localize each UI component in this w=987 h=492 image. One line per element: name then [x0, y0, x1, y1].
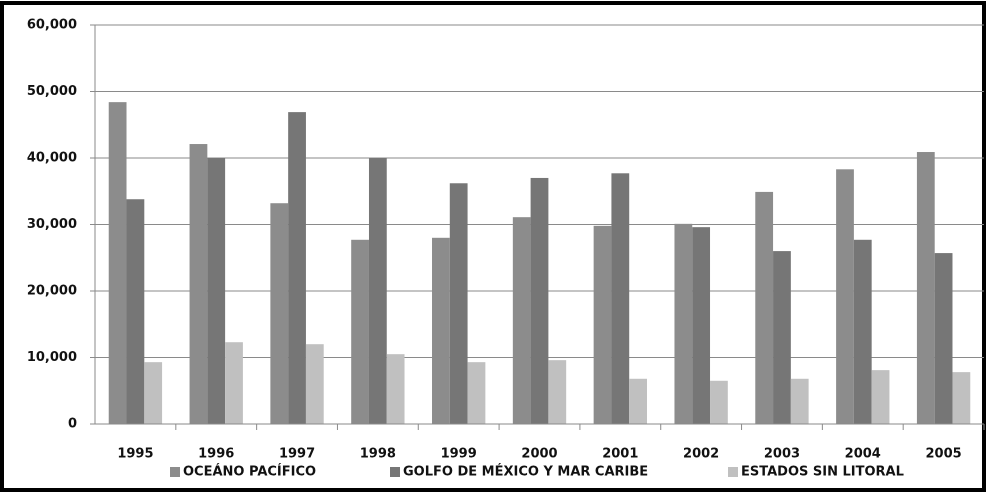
y-tick-label: 30,000 — [27, 217, 77, 232]
bar — [853, 239, 872, 424]
y-tick-label: 20,000 — [27, 284, 77, 299]
bar — [548, 360, 567, 424]
bar — [611, 173, 630, 424]
x-tick-label: 1996 — [198, 447, 234, 462]
legend-label: GOLFO DE MÉXICO Y MAR CARIBE — [403, 464, 648, 480]
bar — [790, 378, 809, 424]
bar — [351, 239, 369, 424]
y-tick-label: 10,000 — [27, 350, 77, 365]
x-tick-label: 2000 — [521, 447, 557, 462]
bar — [386, 354, 405, 424]
bar — [144, 362, 163, 424]
x-tick-label: 1998 — [360, 447, 396, 462]
bar — [629, 378, 647, 424]
x-tick-label: 1999 — [441, 447, 477, 462]
legend-swatch — [390, 467, 400, 477]
y-tick-label: 50,000 — [27, 84, 77, 99]
x-tick-label: 1997 — [279, 447, 315, 462]
bar — [207, 158, 226, 424]
bar — [952, 372, 971, 424]
bar — [432, 237, 450, 424]
legend-label: OCEÁNO PACÍFICO — [183, 464, 316, 480]
bar — [449, 183, 468, 424]
x-tick-label: 2004 — [845, 447, 881, 462]
y-tick-label: 40,000 — [27, 151, 77, 166]
bar — [467, 362, 486, 424]
bar — [674, 223, 693, 424]
bar — [512, 217, 531, 424]
bar — [836, 169, 854, 424]
bar — [934, 253, 953, 424]
bar — [368, 158, 387, 424]
bar — [916, 152, 935, 424]
bar — [692, 227, 711, 424]
bar — [773, 251, 791, 424]
bar — [108, 102, 127, 424]
x-tick-label: 2002 — [683, 447, 719, 462]
bar — [871, 370, 890, 424]
bar — [126, 199, 145, 424]
legend-swatch — [170, 467, 180, 477]
bar — [225, 342, 243, 424]
x-tick-label: 2005 — [925, 447, 961, 462]
legend-swatch — [728, 467, 738, 477]
bar — [593, 225, 612, 424]
y-tick-label: 0 — [68, 417, 77, 432]
bar — [270, 203, 289, 424]
bar — [530, 177, 549, 424]
x-tick-label: 1995 — [117, 447, 153, 462]
bar — [710, 380, 728, 424]
x-tick-label: 2001 — [602, 447, 638, 462]
bar — [755, 191, 774, 424]
bar — [189, 144, 208, 424]
legend-label: ESTADOS SIN LITORAL — [741, 465, 904, 480]
bar — [288, 112, 306, 425]
y-tick-label: 60,000 — [27, 18, 77, 33]
x-tick-label: 2003 — [764, 447, 800, 462]
bar — [305, 344, 324, 424]
